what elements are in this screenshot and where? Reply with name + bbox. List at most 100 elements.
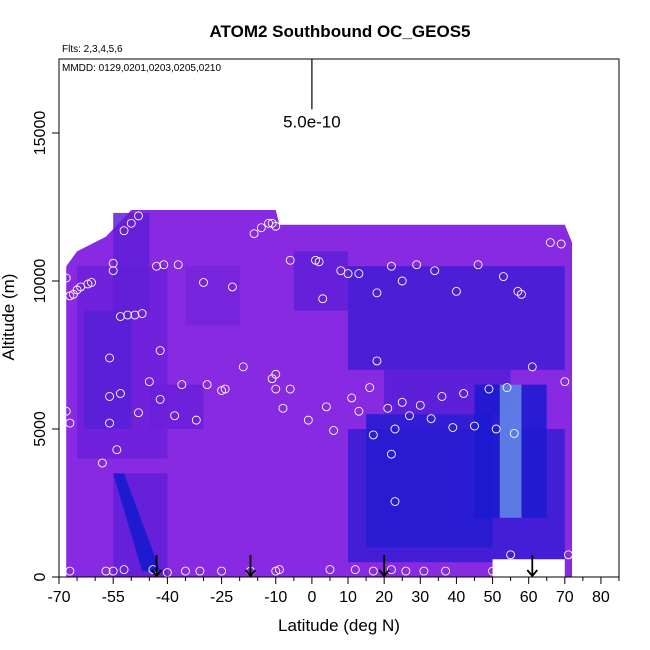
flight-arrow-head <box>526 569 538 578</box>
data-point <box>437 391 447 401</box>
data-point <box>412 260 422 270</box>
y-tick-label: 15000 <box>32 111 49 156</box>
data-point <box>123 310 133 320</box>
data-point <box>115 312 125 321</box>
data-point <box>386 565 396 575</box>
data-point <box>441 566 451 576</box>
data-point <box>115 389 125 398</box>
data-point <box>488 566 497 576</box>
heatmap-cell <box>113 212 150 311</box>
data-point <box>321 402 331 412</box>
flight-arrow-head <box>378 569 390 578</box>
data-point <box>347 393 357 403</box>
data-point <box>278 403 288 413</box>
data-point <box>134 408 143 418</box>
observation-points <box>61 211 573 577</box>
x-axis: -70 -55 -40 -25 -10 0 10 20 30 40 50 60 70 80 <box>47 577 620 606</box>
heatmap-field <box>66 209 573 577</box>
data-point <box>202 380 212 390</box>
data-point <box>65 566 75 576</box>
heatmap-cell <box>84 310 132 429</box>
data-point <box>271 221 281 231</box>
x-tick-label: 70 <box>556 589 574 606</box>
data-point <box>61 406 71 416</box>
data-point <box>318 294 328 304</box>
chart-title: ATOM2 Southbound OC_GEOS5 <box>210 22 471 41</box>
data-point <box>484 384 494 394</box>
data-point <box>271 369 281 379</box>
data-point <box>155 346 165 356</box>
data-point <box>329 426 339 435</box>
data-point <box>101 566 111 576</box>
data-point <box>491 424 501 434</box>
data-point <box>199 278 208 287</box>
heatmap-cell <box>149 384 204 429</box>
data-point <box>365 383 375 393</box>
data-point <box>105 418 115 428</box>
data-point <box>473 260 483 270</box>
x-tick-label: 0 <box>307 589 316 606</box>
data-point <box>502 383 512 393</box>
data-point <box>181 566 190 576</box>
data-point <box>459 389 469 398</box>
dates-note: MMDD: 0129,0201,0203,0205,0210 <box>62 63 221 74</box>
data-point <box>354 269 364 279</box>
data-point <box>563 550 573 560</box>
data-point <box>545 238 555 247</box>
data-point <box>415 400 425 410</box>
x-tick-label: 30 <box>411 589 429 606</box>
data-point <box>108 266 118 276</box>
data-point <box>152 261 161 271</box>
scale-bar-label: 5.0e-10 <box>283 112 341 131</box>
data-point <box>383 403 393 413</box>
data-point <box>97 458 107 468</box>
x-tick-label: 50 <box>484 589 502 606</box>
flight-arrow-head <box>244 569 257 578</box>
heatmap-cell <box>366 414 493 548</box>
data-point <box>173 260 183 270</box>
data-point <box>65 418 75 428</box>
data-point <box>506 550 516 560</box>
data-point <box>119 226 129 236</box>
data-point <box>372 288 382 298</box>
data-point <box>177 380 187 390</box>
data-point <box>238 362 248 372</box>
data-point <box>105 391 115 401</box>
data-point <box>343 269 353 279</box>
data-point <box>390 497 400 506</box>
data-point <box>144 377 154 387</box>
data-point <box>256 223 266 233</box>
data-point <box>426 414 436 424</box>
data-point <box>195 566 205 576</box>
y-axis-label: Altitude (m) <box>0 274 18 361</box>
data-point <box>170 411 180 421</box>
x-tick-label: 60 <box>520 589 538 606</box>
data-point <box>119 565 129 575</box>
data-point <box>126 218 136 228</box>
scale-bar: 5.0e-10 <box>283 59 341 131</box>
data-point <box>368 430 378 440</box>
plot-area <box>61 209 573 577</box>
data-point <box>271 384 281 394</box>
heatmap-cell <box>348 266 565 370</box>
y-tick-label: 5000 <box>32 411 49 447</box>
flights-note: Flts: 2,3,4,5,6 <box>62 44 123 55</box>
heatmap-streak <box>113 473 161 572</box>
data-point <box>401 566 411 576</box>
data-point <box>397 276 407 286</box>
data-point <box>155 394 165 404</box>
data-point <box>108 258 118 268</box>
data-point <box>130 310 140 320</box>
data-point <box>430 266 440 276</box>
data-point <box>217 566 227 576</box>
x-axis-label: Latitude (deg N) <box>278 616 400 635</box>
x-tick-label: -10 <box>264 589 287 606</box>
data-point <box>470 421 479 431</box>
x-tick-label: -55 <box>102 589 125 606</box>
data-point <box>87 278 96 287</box>
data-point <box>105 353 115 363</box>
x-tick-label: 10 <box>339 589 357 606</box>
data-point <box>509 428 519 438</box>
data-point <box>227 282 237 292</box>
data-point <box>350 565 360 575</box>
